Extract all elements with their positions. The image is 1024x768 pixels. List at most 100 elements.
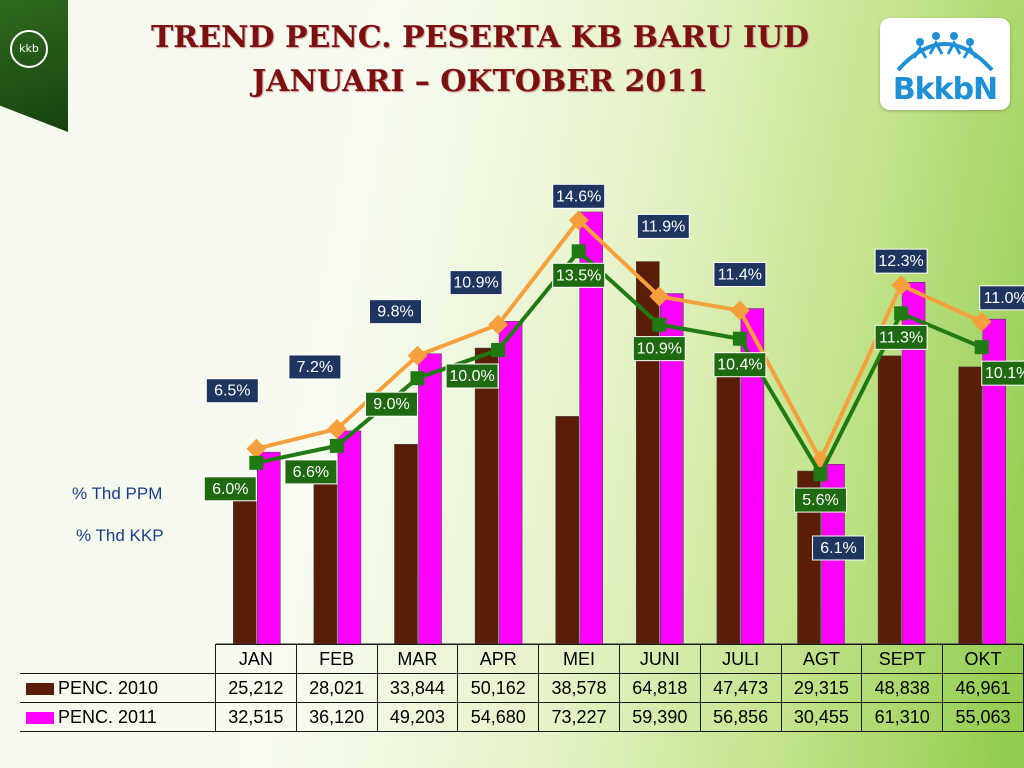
col-header: JUNI	[618, 644, 701, 674]
kkp-marker	[249, 455, 264, 470]
ppm-marker	[246, 438, 267, 459]
label-box-kkp	[794, 487, 847, 513]
title-line-2: JANUARI – OKTOBER 2011	[251, 64, 709, 99]
data-label-ppm: 6.5%	[214, 383, 250, 400]
table-cell: 47,473	[699, 673, 782, 703]
label-box-ppm	[205, 378, 259, 404]
legend-ppm: % Thd PPM	[72, 484, 163, 503]
data-label-ppm: 12.3%	[878, 253, 923, 270]
row-label: PENC. 2011	[20, 702, 216, 732]
bar-2010-mei	[555, 416, 579, 645]
label-box-ppm	[874, 248, 928, 274]
data-label-kkp: 13.5%	[556, 267, 601, 284]
label-box-kkp	[445, 363, 499, 389]
table-cell: 54,680	[457, 702, 540, 732]
ppm-marker	[488, 314, 508, 335]
data-label-ppm: 10.9%	[453, 275, 498, 292]
label-box-ppm	[288, 354, 342, 380]
label-box-kkp	[981, 360, 1024, 386]
table-cell: 50,162	[457, 673, 540, 703]
ppm-marker	[891, 275, 911, 296]
kkp-marker	[491, 343, 506, 357]
col-header: AGT	[780, 644, 863, 674]
table-cell: 33,844	[376, 673, 459, 703]
col-header: SEPT	[861, 644, 944, 674]
table-cell: 30,455	[780, 702, 863, 732]
label-box-kkp	[874, 324, 928, 350]
kkp-marker	[571, 244, 586, 259]
bar-2010-feb	[313, 478, 338, 645]
table-cell: 32,515	[214, 702, 297, 732]
table-row: PENC. 2010 25,212 28,021 33,844 50,162 3…	[20, 673, 1024, 703]
bar-2011-mar	[418, 353, 442, 645]
col-header: OKT	[942, 644, 1024, 674]
label-box-kkp	[203, 476, 257, 502]
kkp-marker	[410, 371, 425, 386]
data-label-ppm: 11.0%	[984, 290, 1024, 307]
data-label-ppm: 7.2%	[297, 359, 333, 376]
swatch-2011	[26, 711, 54, 724]
legend-kkp: % Thd KKP	[76, 526, 164, 545]
label-box-kkp	[552, 262, 606, 288]
table-cell: 64,818	[618, 673, 701, 703]
brand-name: BkkbN	[892, 72, 998, 107]
bar-2010-sept	[877, 355, 902, 645]
data-table: JAN FEB MAR APR MEI JUNI JULI AGT SEPT O…	[20, 644, 1024, 732]
bar-2011-apr	[498, 321, 523, 645]
data-label-kkp: 6.6%	[293, 464, 329, 481]
data-label-kkp: 10.4%	[717, 357, 762, 374]
table-cell: 73,227	[538, 702, 620, 732]
table-cell: 61,310	[861, 702, 944, 732]
kkp-marker	[732, 331, 747, 346]
table-cell: 38,578	[538, 673, 620, 703]
table-cell: 55,063	[942, 702, 1024, 732]
col-header: APR	[457, 644, 540, 674]
data-label-kkp: 10.0%	[449, 368, 494, 385]
data-label-kkp: 10.1%	[985, 365, 1024, 382]
ppm-marker	[971, 311, 992, 332]
kkp-marker	[894, 306, 909, 321]
kkb-logo-icon: kkb	[10, 30, 48, 68]
bar-2010-mar	[394, 444, 418, 645]
data-label-ppm: 11.9%	[641, 218, 685, 235]
label-box-ppm	[552, 183, 606, 209]
label-box-kkp	[632, 336, 686, 362]
data-label-ppm: 14.6%	[556, 188, 601, 205]
col-header: MAR	[376, 644, 459, 674]
family-icon	[896, 32, 994, 72]
swatch-2010	[26, 682, 54, 695]
data-label-kkp: 9.0%	[373, 396, 409, 413]
label-box-ppm	[812, 535, 865, 561]
ppm-marker	[649, 286, 670, 307]
table-cell: 56,856	[699, 702, 782, 732]
col-header: JAN	[214, 644, 297, 674]
table-cell: 28,021	[295, 673, 378, 703]
kkp-marker	[329, 438, 344, 453]
ppm-marker	[327, 419, 347, 439]
label-box-ppm	[369, 299, 422, 325]
label-box-kkp	[284, 459, 338, 485]
data-label-kkp: 5.6%	[802, 492, 838, 509]
data-label-ppm: 9.8%	[377, 304, 413, 321]
data-label-kkp: 6.0%	[212, 481, 248, 498]
title-line-1: TREND PENC. PESERTA KB BARU IUD	[150, 20, 810, 55]
table-cell: 29,315	[780, 673, 863, 703]
label-box-ppm	[979, 285, 1024, 311]
bkkbn-logo: BkkbN	[880, 18, 1010, 110]
slide-title: TREND PENC. PESERTA KB BARU IUD JANUARI …	[70, 16, 890, 104]
col-header: FEB	[295, 644, 378, 674]
data-label-kkp: 11.3%	[879, 329, 923, 346]
line-kkp	[255, 248, 983, 479]
label-box-ppm	[636, 213, 690, 239]
ppm-marker	[730, 300, 750, 321]
label-box-ppm	[449, 270, 503, 296]
table-header-row: JAN FEB MAR APR MEI JUNI JULI AGT SEPT O…	[20, 644, 1024, 674]
kkp-marker	[652, 317, 667, 332]
label-box-kkp	[365, 391, 418, 417]
table-cell: 25,212	[214, 673, 297, 703]
bar-2011-feb	[337, 430, 362, 645]
col-header: JULI	[699, 644, 782, 674]
label-box-kkp	[713, 352, 767, 378]
kkp-marker	[974, 340, 989, 355]
